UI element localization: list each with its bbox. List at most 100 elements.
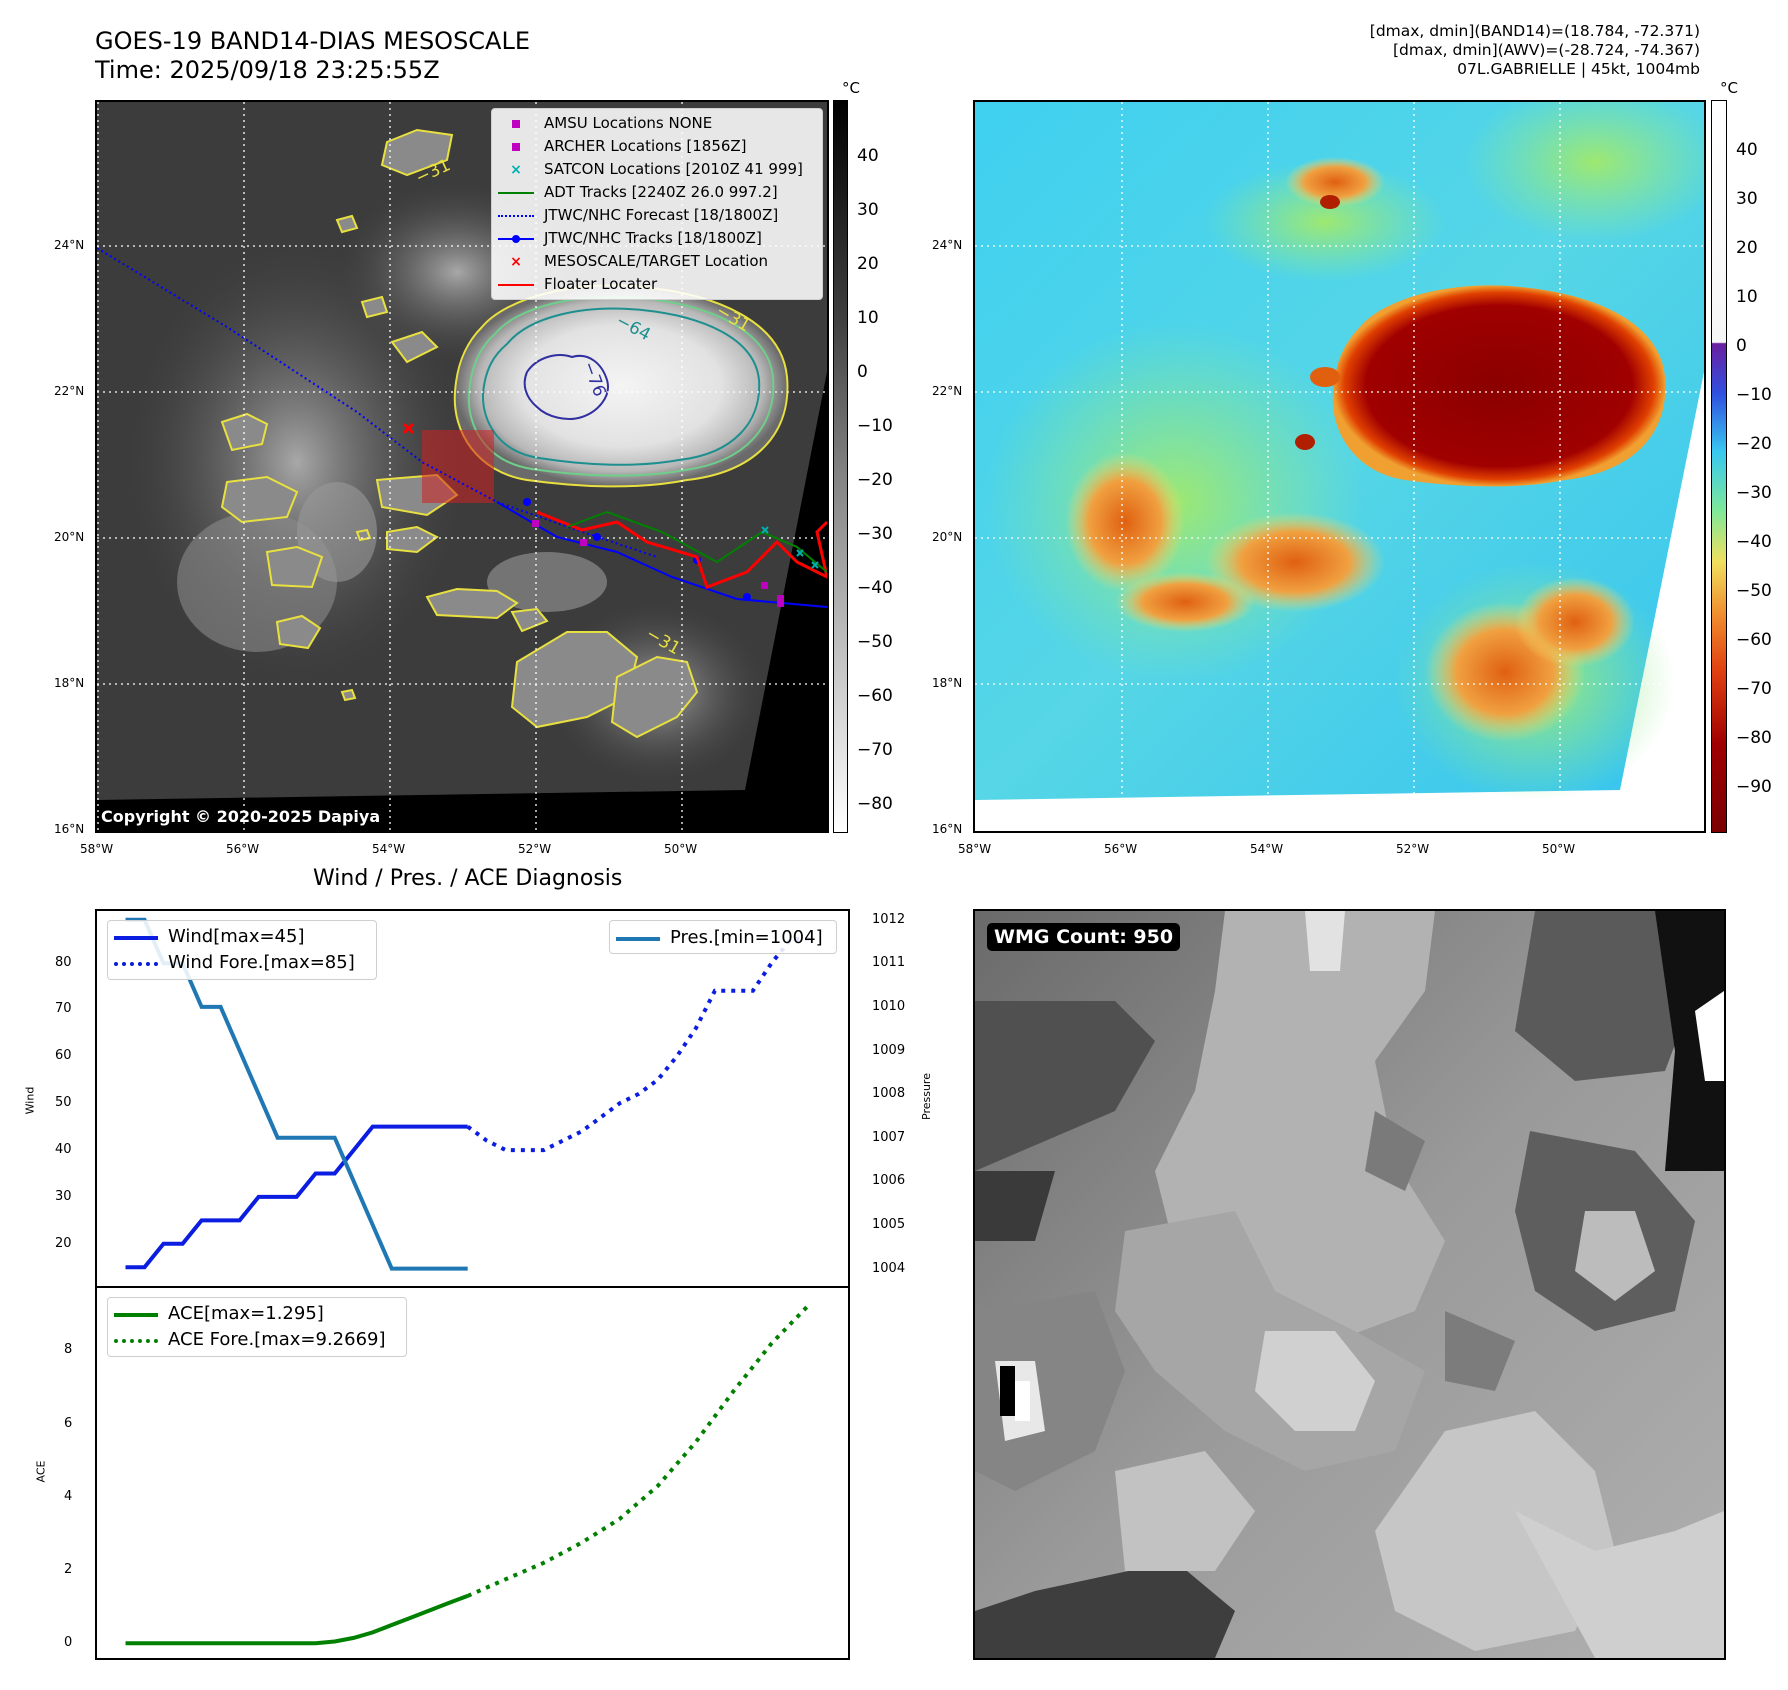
legend-label: SATCON Locations [2010Z 41 999]	[544, 160, 803, 178]
legend-label: Wind Fore.[max=85]	[168, 952, 355, 973]
wmg-count-label: WMG Count: 950	[987, 923, 1181, 951]
series-line-1	[466, 937, 810, 1153]
pressure-ytick: 1012	[872, 911, 906, 927]
storm-info: 07L.GABRIELLE | 45kt, 1004mb	[1457, 60, 1700, 78]
colorbar-tick: −90	[1736, 777, 1772, 797]
colorbar-tick: −80	[1736, 728, 1772, 748]
colorbar-tick: −40	[857, 578, 893, 598]
jtwc-track-points	[523, 498, 751, 601]
legend-label: MESOSCALE/TARGET Location	[544, 252, 769, 270]
lon-tick: 56°W	[226, 842, 260, 856]
figure-title: GOES-19 BAND14-DIAS MESOSCALE Time: 2025…	[95, 27, 530, 85]
colorbar-tick: −50	[1736, 581, 1772, 601]
lon-tick: 52°W	[518, 842, 552, 856]
pressure-legend: Pres.[min=1004]	[609, 920, 837, 954]
colorbar-tick: 10	[857, 308, 879, 328]
lat-tick: 24°N	[932, 238, 963, 252]
colorbar-tick: −80	[857, 794, 893, 814]
satcon-points	[761, 526, 819, 569]
colorbar-tick: −60	[857, 686, 893, 706]
awv-image	[975, 102, 1704, 831]
legend-item-amsu: AMSU Locations NONE	[498, 112, 816, 135]
solid-line-icon	[114, 929, 158, 945]
colorbar-tick: 20	[857, 254, 879, 274]
colorbar-tick: −50	[857, 632, 893, 652]
colorbar-tick: −40	[1736, 532, 1772, 552]
x-marker-icon: ×	[510, 253, 522, 270]
line-marker-icon	[498, 277, 534, 293]
legend-item-archer: ARCHER Locations [1856Z]	[498, 135, 816, 158]
ace-ytick: 4	[64, 1488, 73, 1504]
legend-label: Floater Locater	[544, 275, 658, 293]
wind-ytick: 20	[55, 1235, 72, 1251]
solid-line-icon	[114, 1306, 158, 1322]
colorbar-tick: 0	[857, 362, 868, 382]
legend-label: ACE Fore.[max=9.2669]	[168, 1329, 386, 1350]
line-dot-icon	[498, 231, 534, 247]
wind-pressure-panel: Wind[max=45] Wind Fore.[max=85] Pres.[mi…	[95, 909, 850, 1288]
wind-legend: Wind[max=45] Wind Fore.[max=85]	[107, 920, 377, 980]
lon-tick: 50°W	[664, 842, 698, 856]
archer-points	[532, 520, 784, 607]
legend-item-floater: Floater Locater	[498, 273, 816, 296]
wind-ytick: 70	[55, 1001, 72, 1017]
pressure-ytick: 1007	[872, 1129, 906, 1145]
lon-tick: 58°W	[80, 842, 114, 856]
series-line-0	[125, 1124, 468, 1270]
wind-axis-label: Wind	[23, 1086, 37, 1115]
pressure-ytick: 1005	[872, 1216, 906, 1232]
ace-series-line-0	[125, 1594, 469, 1646]
colorbar-tick: 20	[1736, 238, 1758, 258]
colorbar-tick: 0	[1736, 336, 1747, 356]
target-marker	[402, 422, 415, 435]
colorbar-tick: −60	[1736, 630, 1772, 650]
lat-tick: 16°N	[932, 822, 963, 836]
pressure-axis-label: Pressure	[919, 1073, 933, 1120]
awv-colorbar	[1711, 100, 1727, 833]
ace-panel: ACE[max=1.295] ACE Fore.[max=9.2669]	[95, 1286, 850, 1660]
colorbar-tick: −70	[1736, 679, 1772, 699]
legend-item-ace-forecast: ACE Fore.[max=9.2669]	[114, 1327, 400, 1353]
wmg-image	[975, 911, 1724, 1658]
band14-legend: AMSU Locations NONE ARCHER Locations [18…	[491, 108, 823, 300]
solid-line-icon	[616, 930, 660, 946]
legend-item-tracks: JTWC/NHC Tracks [18/1800Z]	[498, 227, 816, 250]
awv-range: [dmax, dmin](AWV)=(-28.724, -74.367)	[1393, 41, 1700, 59]
ace-plot	[125, 1302, 812, 1646]
lat-tick: 22°N	[54, 384, 85, 398]
jtwc-track-line	[496, 501, 827, 608]
legend-item-target: × MESOSCALE/TARGET Location	[498, 250, 816, 273]
copyright-label: Copyright © 2020-2025 Dapiya	[101, 807, 381, 826]
pressure-ytick: 1008	[872, 1086, 906, 1102]
line-marker-icon	[498, 185, 534, 201]
ace-axis-label: ACE	[34, 1460, 48, 1483]
legend-label: ARCHER Locations [1856Z]	[544, 137, 747, 155]
legend-item-wind-forecast: Wind Fore.[max=85]	[114, 950, 370, 976]
ace-ytick: 8	[64, 1342, 73, 1358]
legend-item-wind: Wind[max=45]	[114, 924, 370, 950]
pressure-ytick: 1010	[872, 998, 906, 1014]
colorbar-tick: 40	[857, 146, 879, 166]
wind-ytick: 40	[55, 1142, 72, 1158]
dotted-line-icon	[114, 955, 158, 971]
awv-colorbar-unit: °C	[1720, 79, 1738, 97]
legend-label: JTWC/NHC Tracks [18/1800Z]	[544, 229, 762, 247]
diagnosis-title: Wind / Pres. / ACE Diagnosis	[313, 866, 623, 891]
colorbar-tick: −20	[1736, 434, 1772, 454]
lon-tick: 52°W	[1396, 842, 1430, 856]
product-title: GOES-19 BAND14-DIAS MESOSCALE	[95, 27, 531, 55]
pressure-ytick: 1004	[872, 1260, 906, 1276]
lon-tick: 54°W	[1250, 842, 1284, 856]
ace-legend: ACE[max=1.295] ACE Fore.[max=9.2669]	[107, 1297, 407, 1357]
awv-graticule	[975, 102, 1704, 831]
colorbar-tick: −30	[1736, 483, 1772, 503]
floater-box	[422, 430, 494, 503]
legend-label: JTWC/NHC Forecast [18/1800Z]	[544, 206, 779, 224]
lon-tick: 54°W	[372, 842, 406, 856]
lat-tick: 18°N	[932, 676, 963, 690]
legend-label: ACE[max=1.295]	[168, 1303, 324, 1324]
lat-tick: 18°N	[54, 676, 85, 690]
lon-tick: 50°W	[1542, 842, 1576, 856]
colorbar-tick: 10	[1736, 287, 1758, 307]
ace-series-line-1	[466, 1302, 812, 1598]
